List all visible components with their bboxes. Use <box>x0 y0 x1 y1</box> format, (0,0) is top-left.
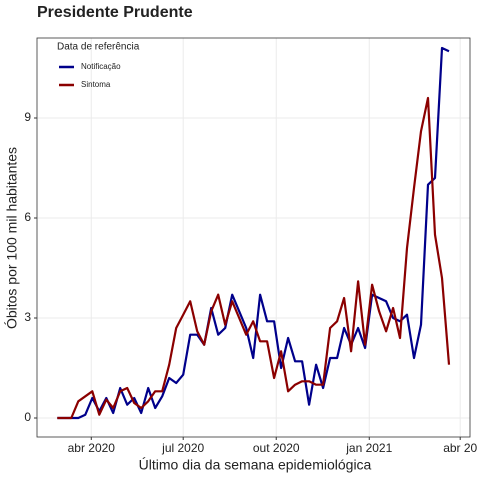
chart-title: Presidente Prudente <box>37 4 193 21</box>
line-series <box>57 46 450 420</box>
legend-title: Data de referência <box>57 42 140 53</box>
x-tick-label: out 2020 <box>253 441 300 455</box>
x-tick-label: jan 2021 <box>345 441 392 455</box>
legend-label: Sintoma <box>81 80 111 89</box>
panel-border <box>36 37 471 438</box>
x-tick-label: abr 20 <box>443 441 477 455</box>
line-series <box>57 96 451 420</box>
y-axis-title: Óbitos por 100 mil habitantes <box>4 147 20 329</box>
x-tick-label: jul 2020 <box>161 441 204 455</box>
x-tick-label: abr 2020 <box>68 441 116 455</box>
y-tick-label: 3 <box>24 310 31 324</box>
y-tick-label: 9 <box>24 110 31 124</box>
y-tick-label: 6 <box>24 210 31 224</box>
y-tick-label: 0 <box>24 410 31 424</box>
x-axis-title: Último dia da semana epidemiológica <box>139 457 372 473</box>
legend-label: Notificação <box>81 62 121 71</box>
